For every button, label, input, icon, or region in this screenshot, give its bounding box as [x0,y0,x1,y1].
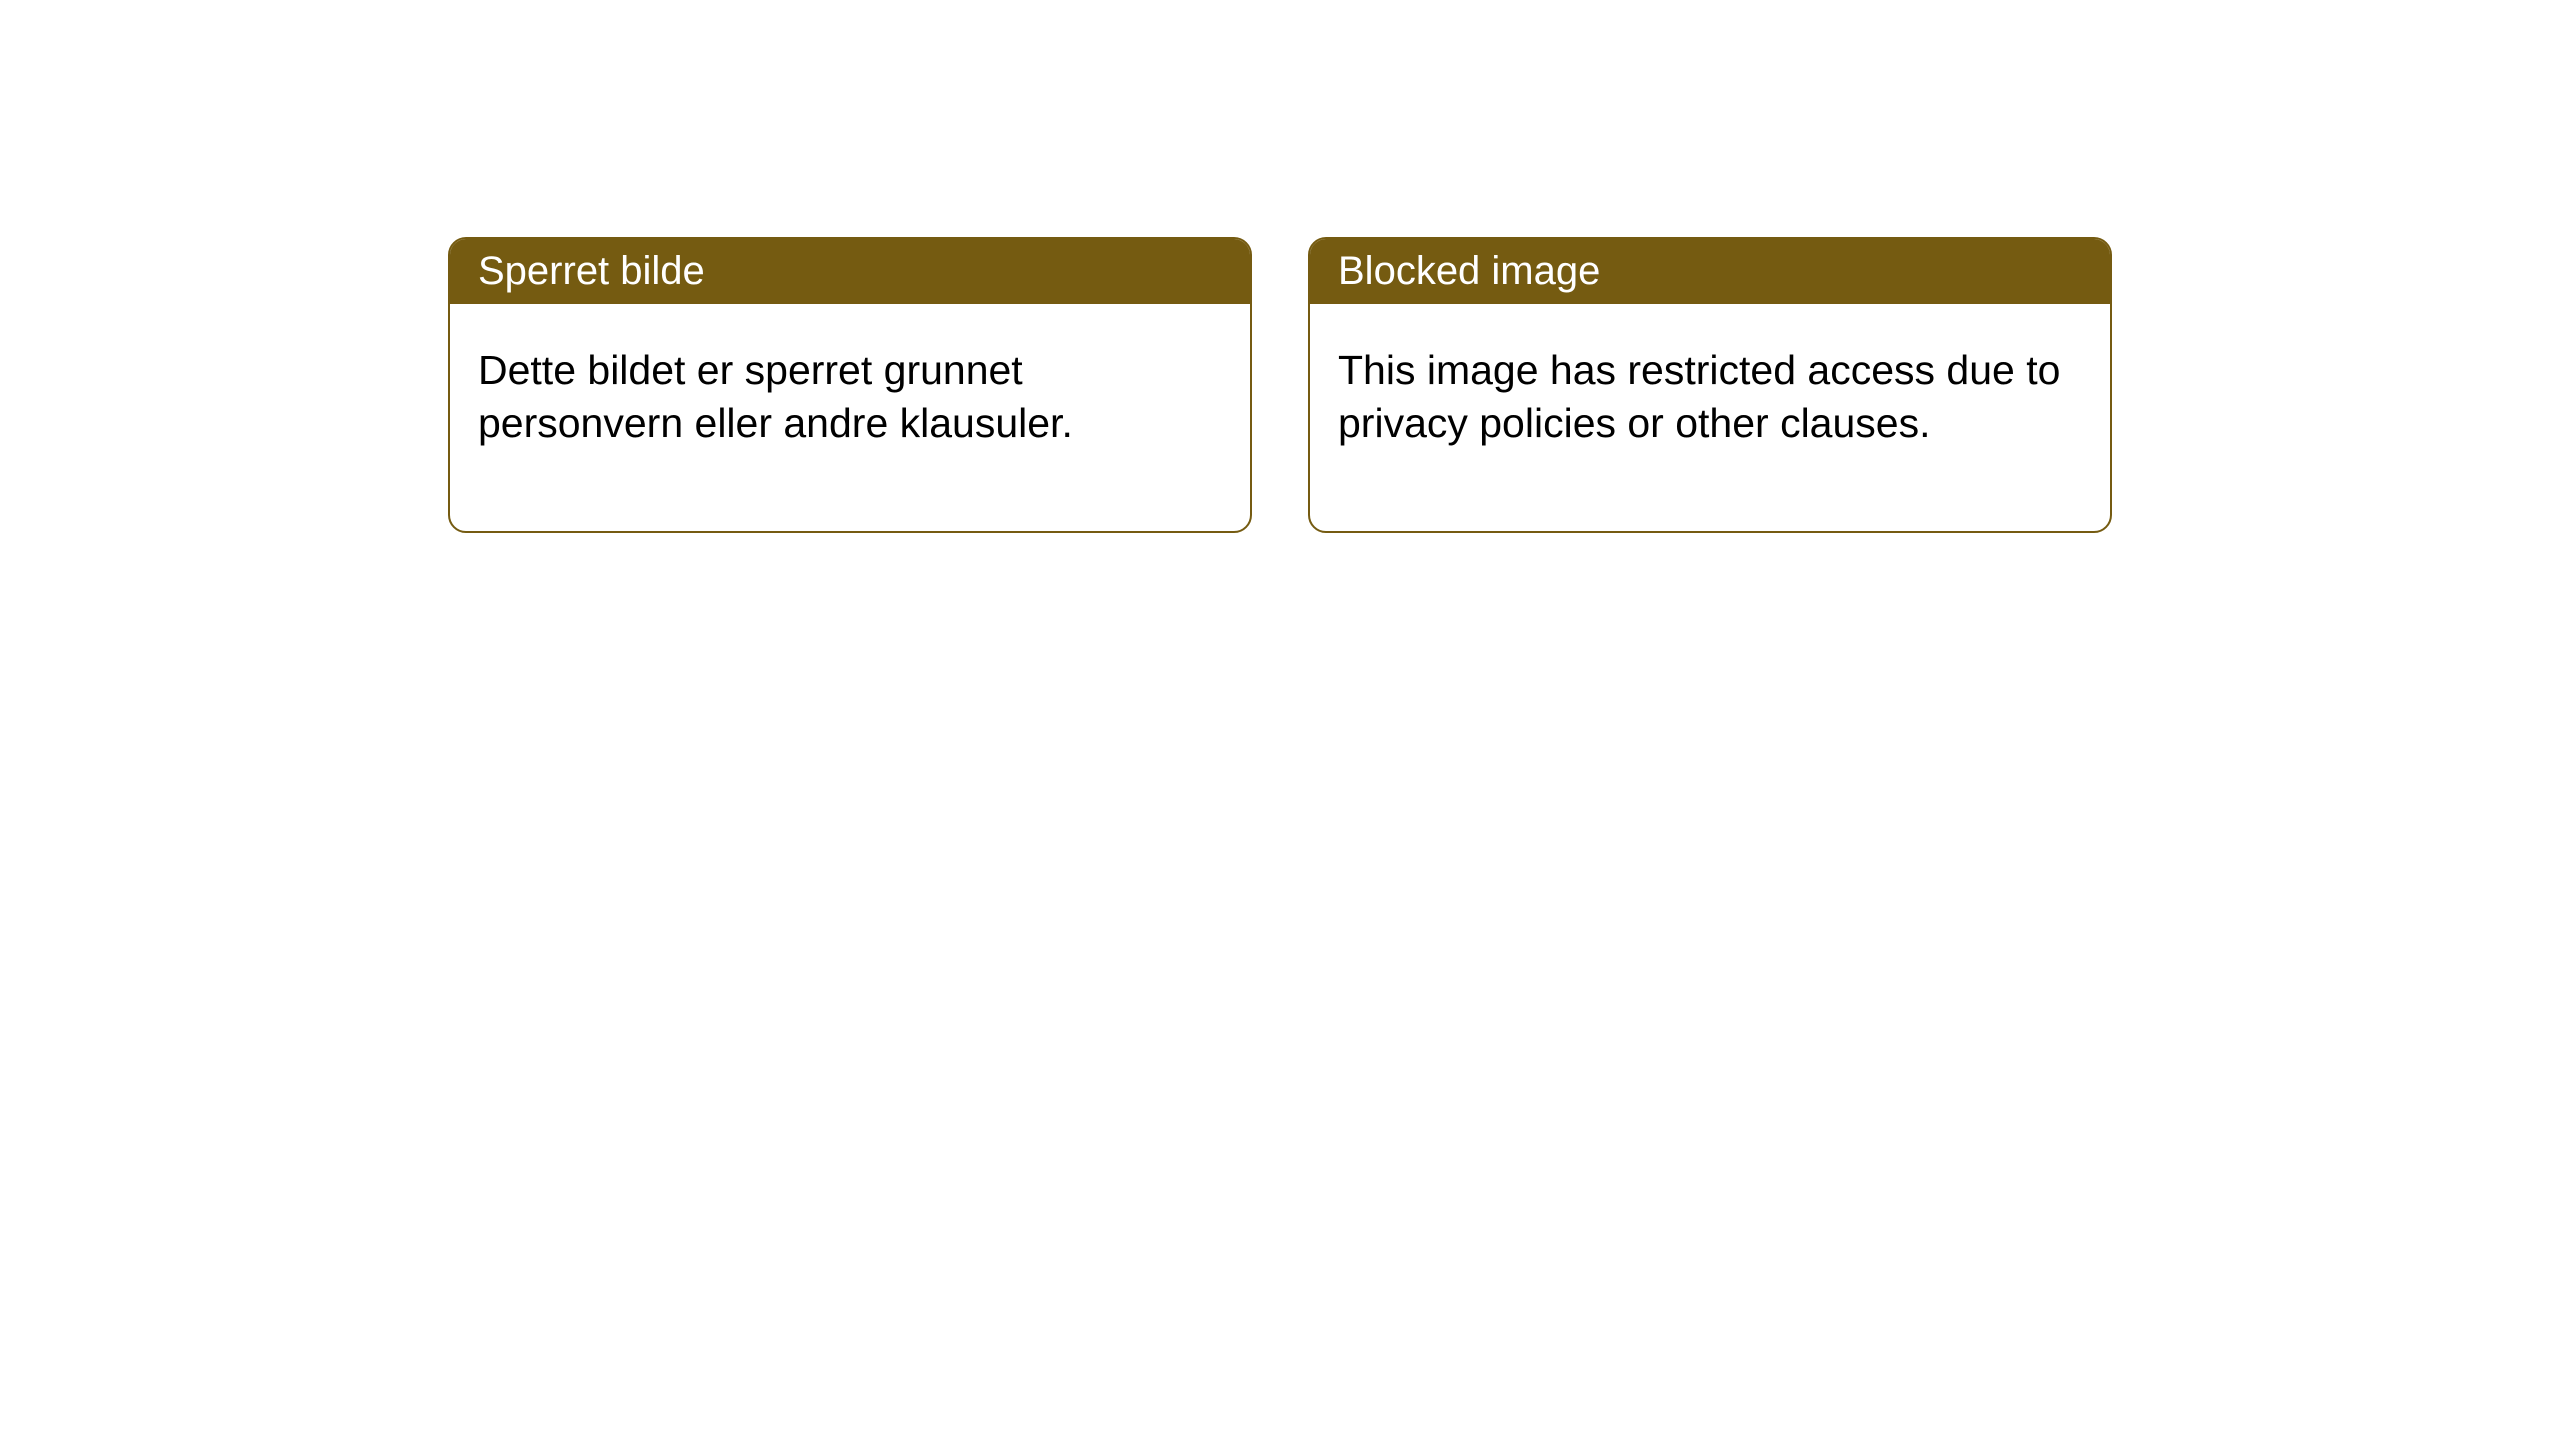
notice-card-en: Blocked image This image has restricted … [1308,237,2112,533]
notice-body-no: Dette bildet er sperret grunnet personve… [450,304,1250,531]
notice-card-no: Sperret bilde Dette bildet er sperret gr… [448,237,1252,533]
notice-header-en: Blocked image [1310,239,2110,304]
notice-body-en: This image has restricted access due to … [1310,304,2110,531]
notice-container: Sperret bilde Dette bildet er sperret gr… [0,0,2560,533]
notice-header-no: Sperret bilde [450,239,1250,304]
